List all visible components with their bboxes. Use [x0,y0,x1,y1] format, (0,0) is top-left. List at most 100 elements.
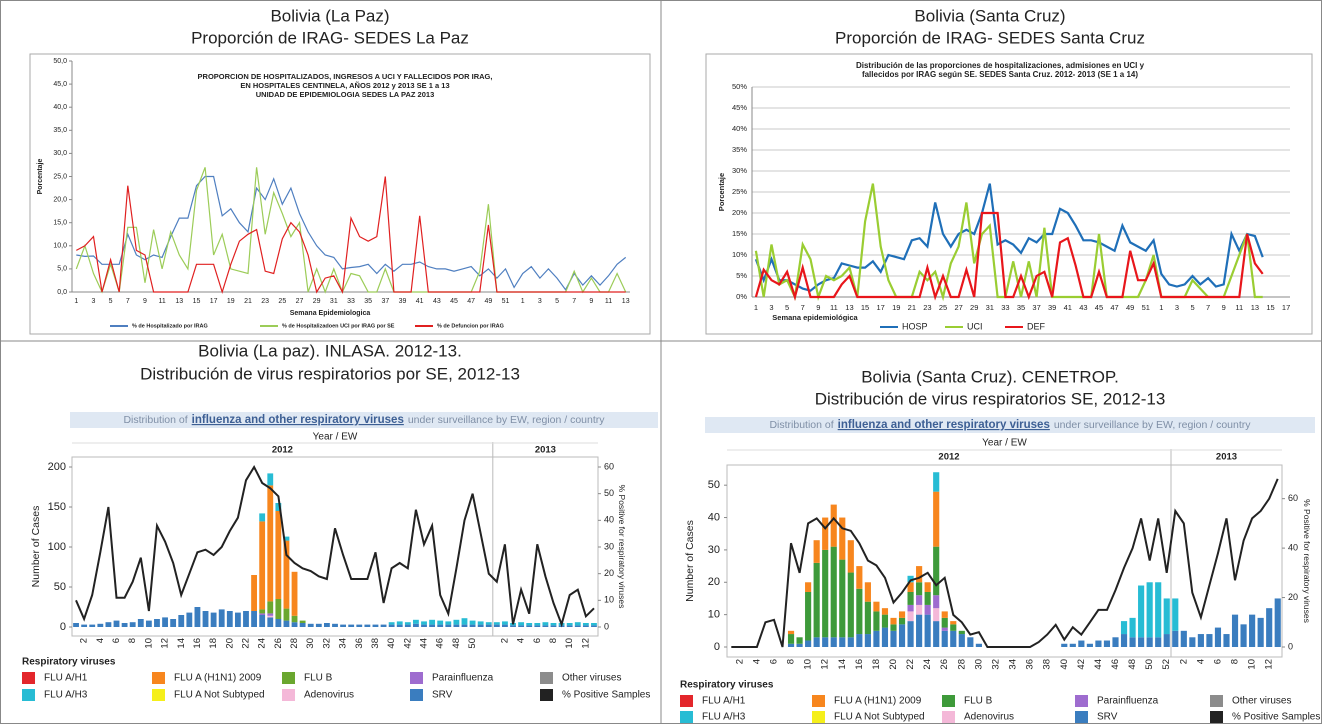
x-tick-label: 11 [605,298,612,305]
bar-segment [404,622,411,625]
legend-label: FLU A (H1N1) 2009 [834,696,922,707]
legend-swatch [282,672,295,684]
bar-segment [259,609,266,614]
bar-segment [856,566,863,589]
bar-segment [97,623,104,627]
bar-segment [787,630,795,635]
legend-label: FLU B [964,696,993,707]
x-tick-label: 3 [538,298,542,305]
x-tick-label: 51 [502,298,510,305]
x-tick-label: 50 [467,638,478,649]
bar-segment [186,612,193,627]
x-tick-label: 4 [1195,659,1206,664]
x-tick-label: 7 [572,298,576,305]
legend-title: Respiratory viruses [22,657,116,668]
panel-header: Distribución de virus respiratorios por … [140,364,520,383]
bar-segment [805,591,812,641]
panel-header: Proporción de IRAG- SEDES La Paz [191,28,469,47]
legend-label: SRV [432,690,453,701]
legend-swatch [540,672,553,684]
x-tick-label: 31 [986,303,994,312]
chart-title: EN HOSPITALES CENTINELA, AÑOS 2012 y 201… [240,81,449,90]
y-tick-label: 35,0 [53,127,67,134]
y-tick-label: 40 [708,511,720,523]
bar-segment [178,615,185,627]
x-tick-label: 38 [370,638,381,649]
bar-segment [461,624,468,627]
legend-label: % de Hospitalizadoen UCI por IRAG por SE [282,323,395,329]
x-tick-label: 6 [768,659,779,664]
bar-segment [907,591,914,605]
legend-swatch [1210,711,1223,723]
x-tick-label: 20 [888,659,899,670]
x-tick-label: 41 [416,298,424,305]
x-tick-label: 22 [241,638,252,649]
x-tick-label: 22 [905,659,916,670]
bar-segment [121,623,128,627]
bar-segment [1086,643,1093,647]
bar-segment [340,624,347,627]
bar-segment [1197,634,1204,647]
bar-segment [267,485,274,602]
legend-swatch [1210,695,1223,707]
bar-segment [1163,634,1170,647]
bar-segment [890,624,897,631]
legend-label: FLU A/H3 [702,712,746,723]
x-tick-label: 24 [257,638,268,649]
x-tick-label: 45 [1095,303,1103,312]
bar-segment [461,618,468,625]
x-tick-label: 3 [769,303,773,312]
x-tick-label: 43 [433,298,441,305]
bar-segment [574,622,581,626]
bar-segment [1206,634,1213,647]
x-tick-label: 32 [990,659,1001,670]
x-tick-label: 32 [321,638,332,649]
banner-part: under surveillance by EW, region / count… [408,414,605,426]
bar-segment [933,546,940,596]
x-tick-label: 37 [381,298,389,305]
bar-segment [550,625,557,627]
x-tick-label: 13 [845,303,853,312]
y-tick-label: 10% [732,250,747,259]
x-tick-label: 6 [532,638,543,643]
x-tick-label: 9 [1222,303,1226,312]
x-tick-label: 18 [871,659,882,670]
bar-segment [890,630,897,647]
bar-segment [787,643,795,647]
bar-segment [582,625,589,627]
x-tick-label: 49 [1126,303,1134,312]
x-tick-label: 26 [273,638,284,649]
y-tick-label: 50 [708,479,720,491]
bar-segment [275,619,282,627]
y-tick-label: 30 [708,544,720,556]
bar-segment [283,608,290,621]
bar-segment [202,611,209,627]
bar-segment [967,637,974,647]
y-tick-label: 10 [708,609,720,621]
x-tick-label: 27 [954,303,962,312]
bar-segment [137,619,144,627]
x-tick-label: 35 [364,298,372,305]
x-tick-label: 12 [820,659,831,670]
bar-segment [105,622,112,627]
bar-segment [299,620,306,623]
x-tick-label: 17 [210,298,218,305]
y-tick-label: 30% [732,166,747,175]
x-tick-label: 42 [402,638,413,649]
x-tick-label: 42 [1076,659,1087,670]
bar-segment [1163,598,1170,635]
x-tick-label: 39 [399,298,407,305]
y-axis-title: Number of Cases [684,520,696,602]
bar-segment [1274,598,1281,647]
y2-tick-label: 30 [604,541,614,551]
legend-swatch [942,695,955,707]
bar-segment [941,611,948,618]
bar-segment [924,614,931,647]
x-tick-label: 48 [1127,659,1138,670]
y-tick-label: 5,0 [57,266,67,273]
y-tick-label: 25,0 [53,173,67,180]
y-tick-label: 50% [732,82,747,91]
x-tick-label: 52 [1161,659,1172,670]
bar-segment [1172,598,1179,631]
y-tick-label: 40% [732,124,747,133]
